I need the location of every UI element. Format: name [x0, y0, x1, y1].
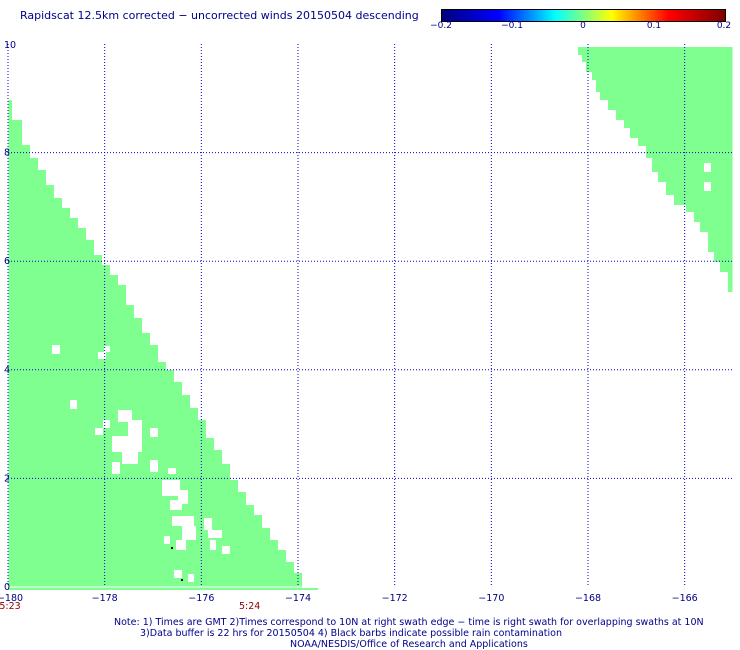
no-data-gap [188, 574, 194, 582]
no-data-gap [103, 420, 110, 428]
no-data-gap [52, 345, 60, 354]
lon-tick-label: −170 [478, 593, 504, 604]
no-data-gap [150, 460, 158, 472]
lat-tick-label: 4 [4, 365, 10, 376]
no-data-gap [112, 462, 120, 474]
no-data-gap [162, 480, 180, 496]
colorbar-tick: 0.2 [716, 21, 732, 31]
rain-flag-barb [171, 547, 173, 549]
no-data-gap [172, 516, 194, 526]
lat-tick-label: 10 [4, 40, 16, 51]
no-data-gap [122, 452, 138, 464]
rain-flag-barb [181, 579, 183, 581]
no-data-gap [176, 540, 186, 550]
lat-tick-label: 8 [4, 148, 10, 159]
right-swath [578, 47, 733, 292]
no-data-gap [70, 400, 77, 409]
no-data-gap [182, 526, 196, 540]
lat-tick-label: 0 [4, 582, 10, 593]
lon-tick-label: −168 [575, 593, 601, 604]
no-data-gap [164, 536, 170, 544]
no-data-gap [204, 518, 212, 530]
no-data-gap [95, 428, 103, 435]
lat-tick-label: 2 [4, 473, 10, 484]
no-data-gap [222, 546, 230, 554]
no-data-gap [112, 436, 142, 452]
note-line-2: 3)Data buffer is 22 hrs for 20150504 4) … [140, 628, 562, 639]
no-data-gap [210, 540, 216, 550]
plot-frame [7, 43, 734, 588]
lon-tick-label: −166 [672, 593, 698, 604]
no-data-gap [704, 163, 711, 172]
left-swath [8, 100, 318, 590]
no-data-gap [98, 352, 106, 359]
lon-tick-label: −178 [92, 593, 118, 604]
lon-tick-label: −176 [188, 593, 214, 604]
colorbar-tick: 0.1 [646, 21, 662, 31]
lon-tick-label: −180 [0, 593, 23, 604]
no-data-gap [208, 530, 222, 538]
colorbar-tick: −0.1 [501, 21, 523, 31]
credit-line: NOAA/NESDIS/Office of Research and Appli… [290, 639, 528, 650]
map-title: Rapidscat 12.5km corrected − uncorrected… [20, 9, 419, 22]
no-data-gap [704, 182, 711, 191]
colorbar [441, 9, 726, 22]
lon-tick-label: −172 [382, 593, 408, 604]
note-line-1: Note: 1) Times are GMT 2)Times correspon… [114, 617, 704, 628]
colorbar-tick: 0 [580, 21, 586, 31]
no-data-gap [118, 410, 132, 422]
no-data-gap [150, 428, 158, 437]
no-data-gap [168, 468, 176, 474]
colorbar-tick: −0.2 [430, 21, 452, 31]
no-data-gap [128, 420, 142, 436]
lon-tick-label: −174 [285, 593, 311, 604]
no-data-gap [104, 346, 110, 352]
swath-time-label: 5:24 [239, 601, 260, 612]
lat-tick-label: 6 [4, 256, 10, 267]
swath-time-label: 5:23 [0, 601, 21, 612]
no-data-gap [170, 500, 182, 510]
no-data-gap [174, 570, 182, 578]
no-data-gap [178, 490, 188, 504]
